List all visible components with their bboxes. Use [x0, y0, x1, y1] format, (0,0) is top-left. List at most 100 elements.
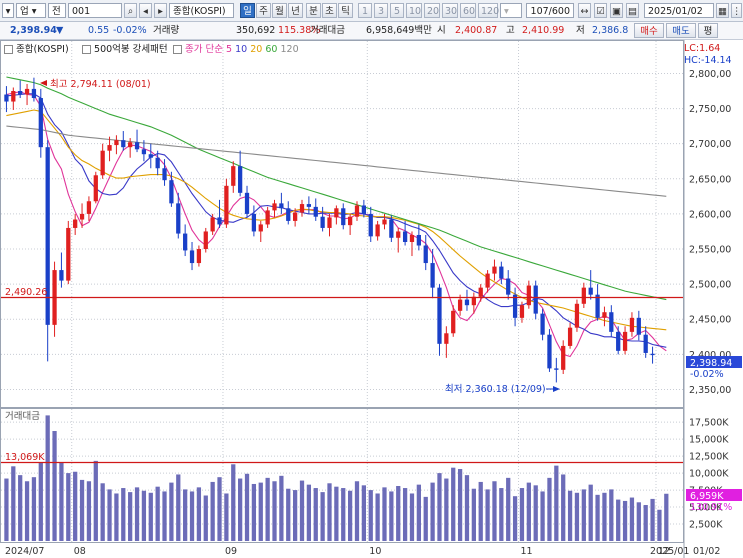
candle-body: [327, 217, 332, 228]
candle-body: [609, 312, 614, 332]
minute-10[interactable]: 10: [406, 3, 422, 18]
minute-3[interactable]: 3: [374, 3, 388, 18]
volume-bar: [238, 478, 243, 541]
speaker-icon[interactable]: ◂: [139, 3, 152, 18]
candle-body: [347, 216, 353, 226]
period-tick[interactable]: 틱: [338, 3, 353, 18]
minute-60[interactable]: 60: [460, 3, 476, 18]
date-tick-label: 09: [225, 546, 237, 557]
volume-bar: [464, 475, 470, 541]
candle-body: [18, 91, 23, 95]
minute-120[interactable]: 120: [478, 3, 499, 18]
volume-bar: [657, 509, 662, 541]
volume-bar: [169, 482, 174, 541]
change-percent: -0.02%: [113, 25, 147, 36]
candles: [4, 77, 655, 383]
code-input[interactable]: 001: [68, 3, 122, 18]
name-field: 종합(KOSPI): [169, 3, 234, 18]
candle-body: [128, 142, 133, 148]
checkbox-icon[interactable]: ☑: [594, 3, 607, 18]
volume-bar: [203, 495, 208, 541]
candle-body: [11, 91, 16, 102]
volume-bar: [471, 488, 476, 541]
chevron-icon[interactable]: ▸: [154, 3, 167, 18]
candle-body: [451, 310, 456, 334]
change-value: 0.55: [88, 25, 110, 36]
eval-button[interactable]: 평: [698, 23, 718, 38]
candle-body: [334, 208, 339, 218]
scroll-left-icon[interactable]: ↔: [578, 3, 591, 18]
volume-bar: [155, 486, 160, 541]
minute-1[interactable]: 1: [358, 3, 372, 18]
period-minute[interactable]: 분: [306, 3, 321, 18]
volume-bar: [595, 494, 600, 541]
volume-bar: [650, 498, 655, 541]
menu-button[interactable]: ▾: [2, 3, 14, 18]
candle-body: [588, 287, 593, 295]
candle-body: [196, 249, 202, 264]
candle-body: [121, 140, 126, 148]
volume-bar: [492, 481, 497, 541]
candle-body: [279, 203, 284, 209]
hc-label: HC:-14.14: [684, 55, 732, 66]
period-year[interactable]: 년: [288, 3, 303, 18]
candle-body: [512, 294, 518, 318]
candle-body: [148, 154, 153, 158]
legend-box[interactable]: 종합(KOSPI): [4, 43, 69, 57]
buy-button[interactable]: 매수: [634, 23, 664, 38]
volume-bar: [574, 492, 580, 541]
candle-body: [306, 204, 312, 207]
high-label: 고: [506, 25, 515, 36]
period-week[interactable]: 주: [256, 3, 271, 18]
volume-bar: [368, 490, 373, 541]
period-month[interactable]: 월: [272, 3, 287, 18]
volume-bar: [210, 481, 215, 541]
volume-bar: [79, 479, 85, 541]
candle-body: [416, 234, 421, 246]
search-icon[interactable]: ⌕: [124, 3, 137, 18]
amount-label: 거래대금: [310, 25, 345, 36]
count-field[interactable]: 107/600: [526, 3, 574, 18]
minute-5[interactable]: 5: [390, 3, 404, 18]
legend-title: 종합(KOSPI): [16, 44, 69, 55]
date-field[interactable]: 2025/01/02: [644, 3, 714, 18]
candle-body: [265, 210, 270, 225]
period-second[interactable]: 초: [322, 3, 337, 18]
candle-body: [66, 227, 71, 281]
volume-bar: [567, 490, 573, 541]
price-chart[interactable]: 2,800,00 2,750,00 2,700,00 2,650,00 2,600,00…: [0, 40, 743, 558]
candle-body: [244, 192, 250, 214]
volume-bar: [38, 462, 43, 541]
price-tick-label: 2,400,00: [689, 350, 731, 361]
count-value: 107/600: [530, 6, 570, 17]
volume-bar: [52, 431, 57, 541]
calendar-icon[interactable]: ▦: [716, 3, 729, 18]
volume-bar: [107, 489, 112, 541]
candle-body: [45, 147, 50, 325]
minute-20[interactable]: 20: [424, 3, 440, 18]
volume-tick-label: 10,000K: [689, 469, 729, 480]
market-select[interactable]: 업 ▾: [16, 3, 46, 18]
collapse-icon[interactable]: [4, 45, 13, 54]
date-tick-label: 11: [521, 546, 533, 557]
volume-bar: [581, 489, 586, 541]
volume-bars: [4, 415, 669, 541]
more-icon[interactable]: ⋮: [731, 3, 742, 18]
market-sub-select[interactable]: 전: [48, 3, 66, 18]
calendar-toggle-icon[interactable]: ▤: [626, 3, 639, 18]
sell-button[interactable]: 매도: [666, 23, 696, 38]
save-icon[interactable]: ▣: [610, 3, 623, 18]
price-tick-label: 2,450,00: [689, 315, 731, 326]
candle-body: [31, 88, 37, 99]
period-day[interactable]: 일: [240, 3, 255, 18]
date-tick-label: 2025/01: [650, 546, 689, 557]
period-tick-label: 틱: [341, 6, 350, 17]
minute-30[interactable]: 30: [442, 3, 458, 18]
candle-body: [554, 368, 559, 370]
interval-dropdown[interactable]: ▾: [500, 3, 522, 18]
volume-bar: [561, 474, 566, 541]
volume-bar: [18, 475, 23, 541]
market-value: 업: [20, 6, 29, 17]
candle-body: [114, 140, 119, 146]
volume-bar: [293, 490, 298, 541]
